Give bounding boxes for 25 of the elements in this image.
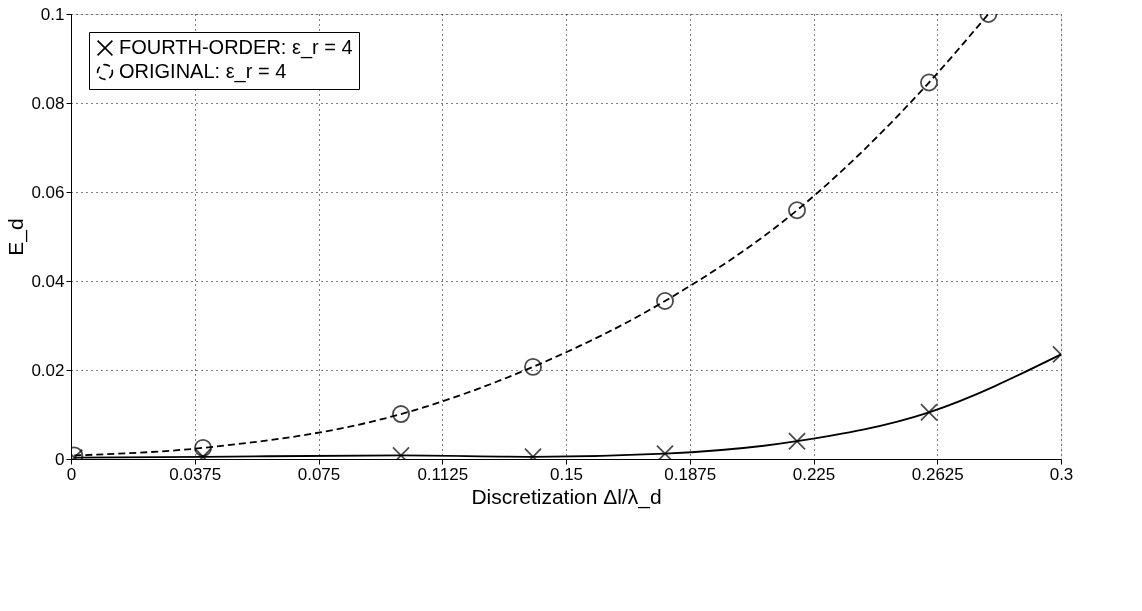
point [656,292,674,310]
point [788,201,806,220]
x-tick-label: 0.0375 [169,464,222,484]
y-tick-label: 0.1 [40,4,65,24]
legend-label: ORIGINAL: ε_r = 4 [119,60,287,83]
x-tick-label: 0.1125 [417,464,469,484]
point [656,444,674,459]
y-tick-label: 0 [55,449,65,469]
x-tick-label: 0.075 [297,464,341,484]
x-tick-label: 0.2625 [911,464,964,484]
x-tick-label: 0.1875 [664,464,717,484]
x-tick-label: 0.225 [792,464,836,484]
y-tick-label: 0.08 [31,93,65,113]
y-axis-title: E_d [4,218,29,256]
point [920,403,938,422]
y-tick-label: 0.02 [31,360,65,380]
point [392,405,410,423]
point [194,438,212,457]
y-tick-label: 0.06 [31,182,65,202]
x-tick-label: 0.3 [1049,464,1074,484]
legend-label: FOURTH-ORDER: ε_r = 4 [119,36,353,59]
x-tick-label: 0.15 [549,464,584,484]
x-axis-title: Discretization Δl/λ_d [471,484,662,509]
point [524,357,542,376]
y-tick-label: 0.04 [31,271,65,291]
